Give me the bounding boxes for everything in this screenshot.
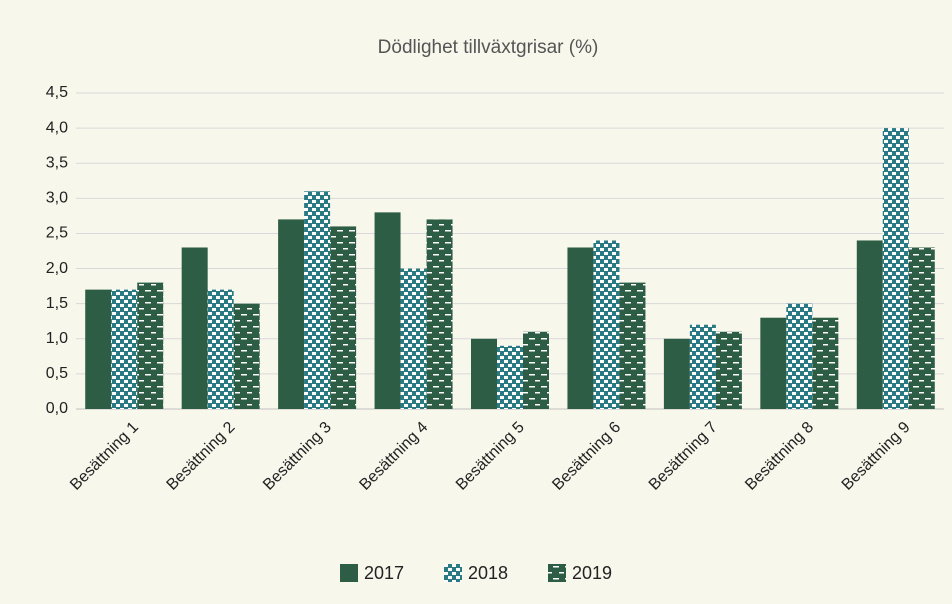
bar [137, 282, 164, 409]
bar [233, 303, 260, 409]
bar [908, 247, 935, 409]
bar [207, 289, 234, 409]
bar [374, 212, 401, 409]
bar [715, 331, 742, 409]
bar [181, 247, 208, 409]
y-tick-label: 2,5 [46, 225, 68, 242]
legend-swatch [548, 564, 566, 582]
bar [593, 240, 620, 409]
y-tick-label: 3,0 [46, 190, 68, 207]
bar [812, 317, 839, 409]
y-tick-label: 1,5 [46, 295, 68, 312]
bar [111, 289, 138, 409]
y-tick-label: 3,5 [46, 154, 68, 171]
bar [663, 338, 690, 409]
y-tick-label: 4,5 [46, 84, 68, 101]
y-tick-label: 0,5 [46, 365, 68, 382]
bar [689, 324, 716, 409]
bar [304, 191, 331, 409]
bar [330, 226, 357, 409]
bar [85, 289, 112, 409]
bar [426, 219, 453, 409]
bar [278, 219, 305, 409]
bar [523, 331, 549, 409]
chart-title: Dödlighet tillväxtgrisar (%) [378, 37, 599, 58]
bar [786, 303, 813, 409]
legend-label: 2019 [572, 563, 612, 583]
y-tick-label: 4,0 [46, 119, 68, 136]
y-tick-label: 1,0 [46, 330, 68, 347]
legend-swatch [444, 564, 462, 582]
legend-label: 2017 [364, 563, 404, 583]
bar [471, 338, 497, 409]
bar [619, 282, 646, 409]
y-tick-label: 0,0 [46, 400, 68, 417]
legend-label: 2018 [468, 563, 508, 583]
legend-swatch [340, 564, 358, 582]
bar [497, 345, 523, 409]
bar [760, 317, 787, 409]
bar [567, 247, 594, 409]
bar [400, 268, 427, 409]
y-tick-label: 2,0 [46, 260, 68, 277]
bar [856, 240, 883, 409]
bar [882, 128, 909, 409]
